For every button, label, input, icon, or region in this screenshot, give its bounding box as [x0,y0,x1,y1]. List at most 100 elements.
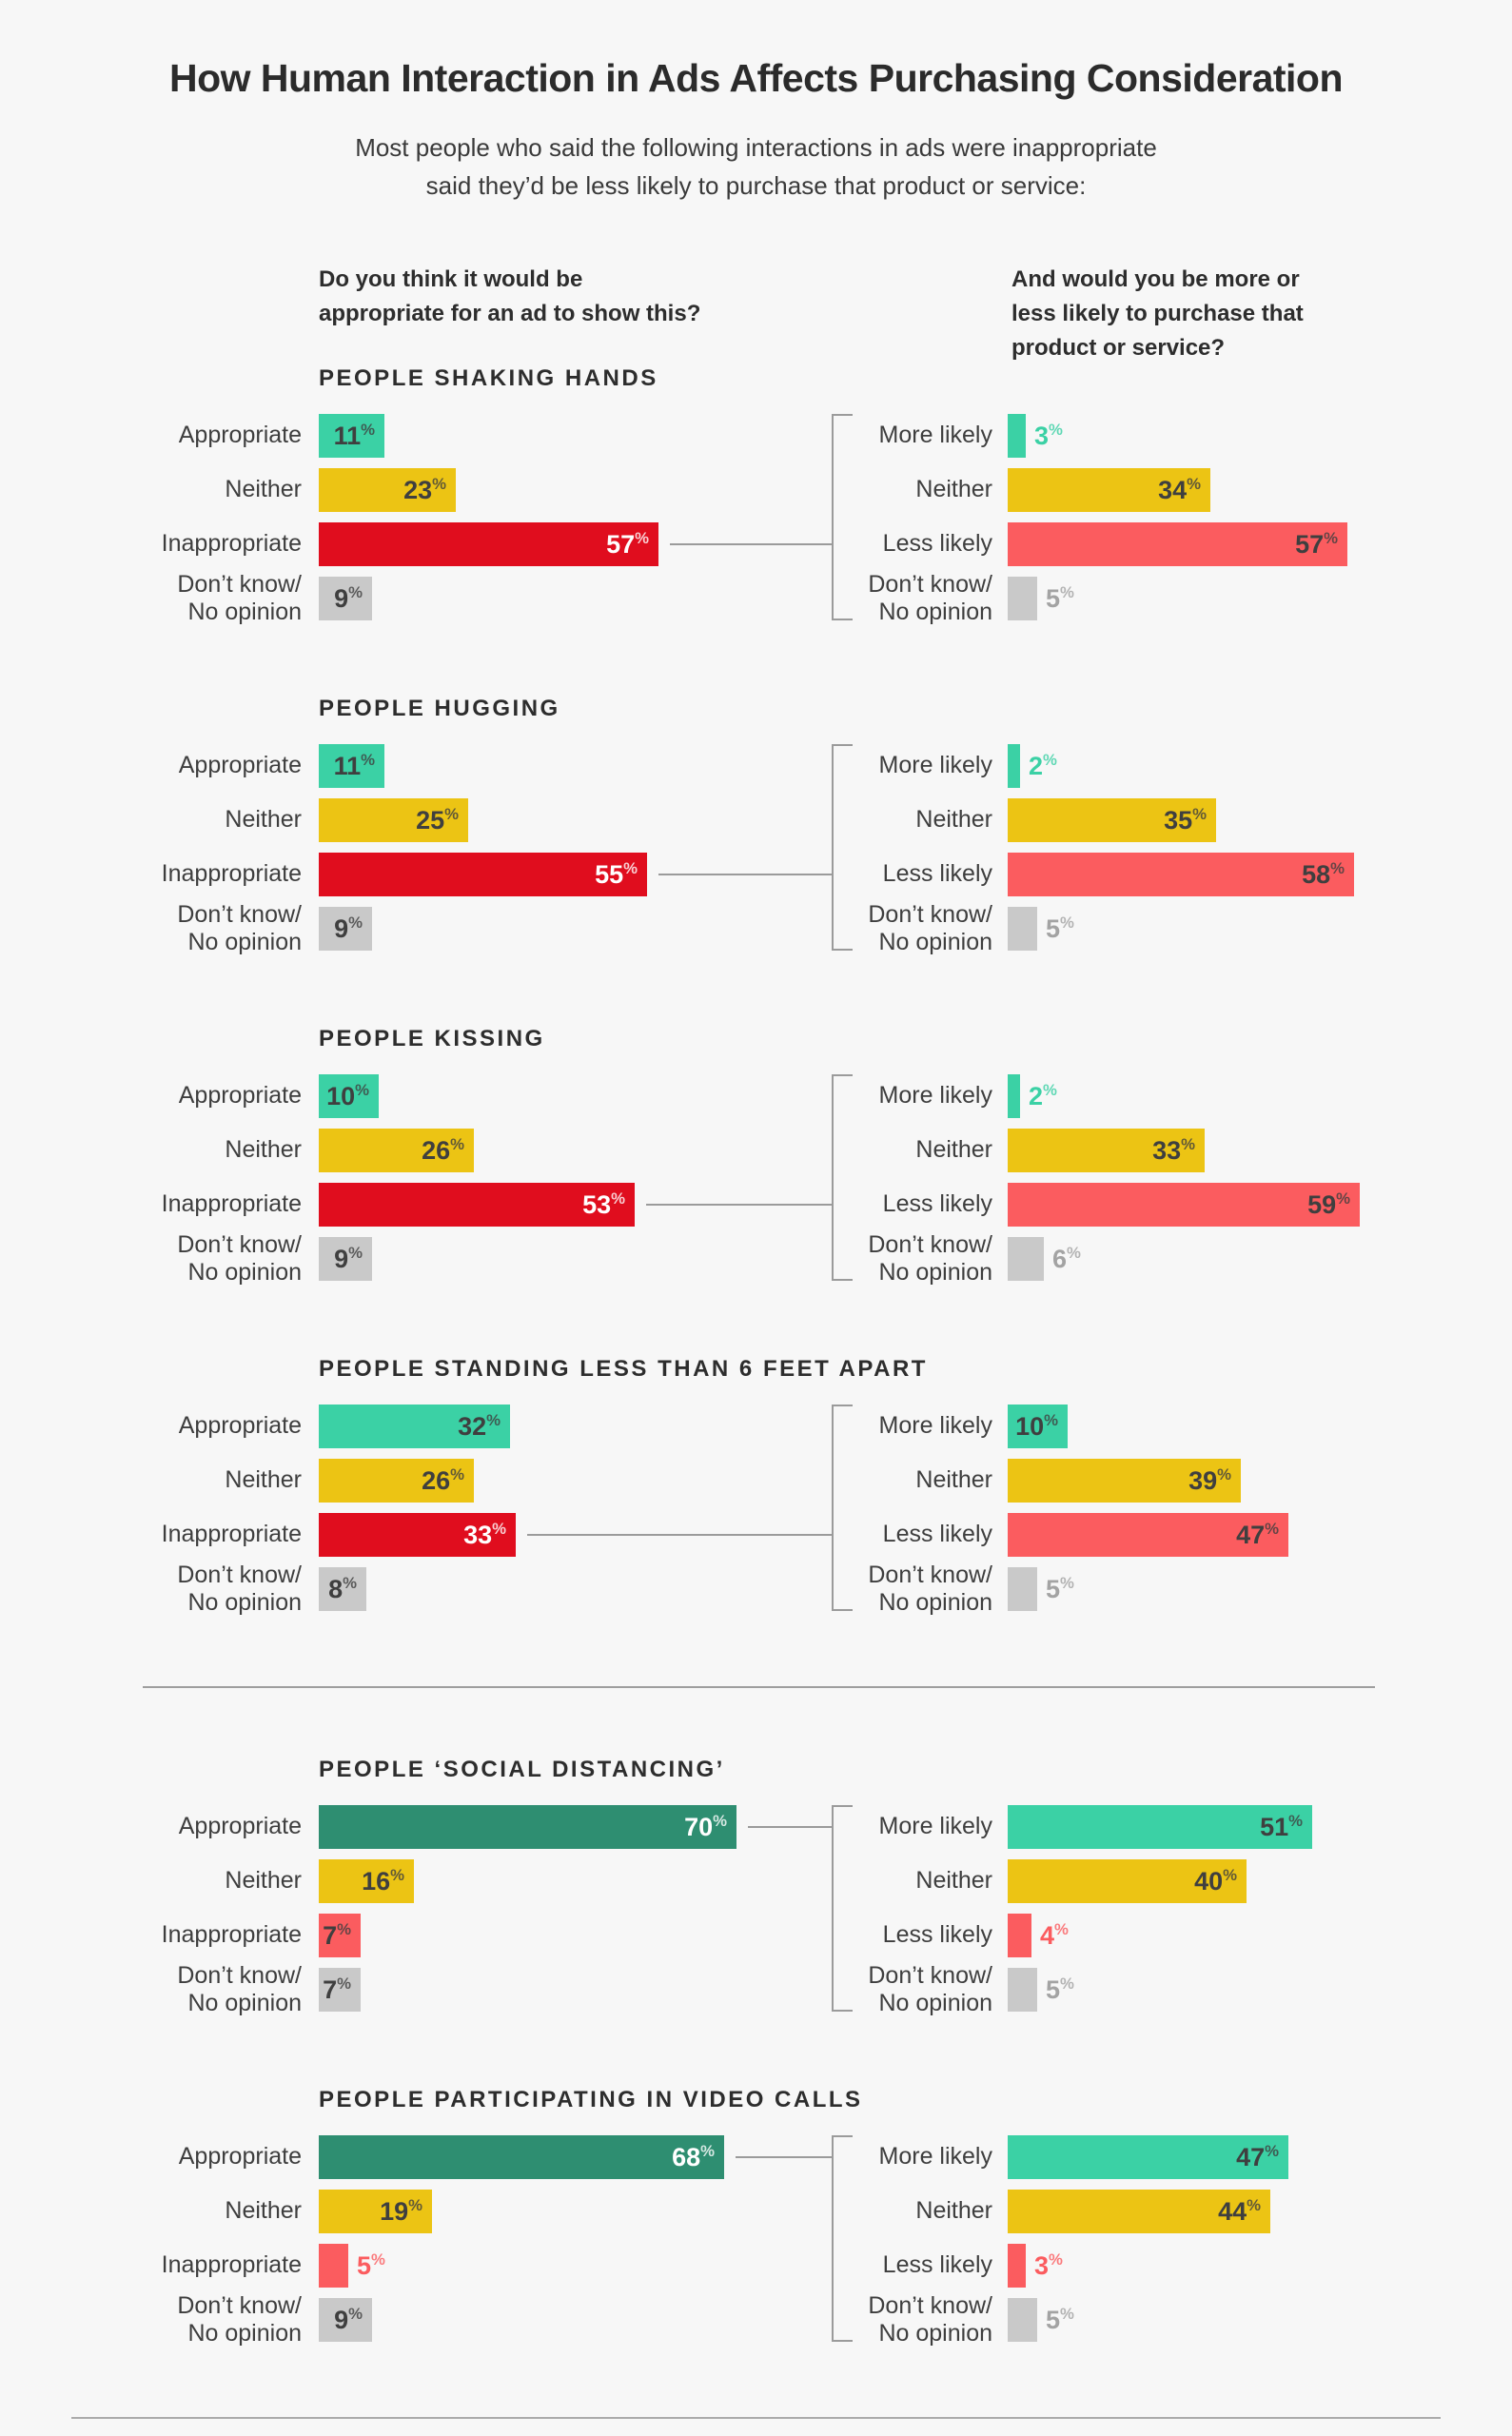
question-left: Do you think it would be appropriate for… [319,265,701,326]
bar-dont-know [1008,1566,1037,1611]
chart-row: Neither 26% Neither 39% [0,1458,1512,1503]
chart-row: Neither 16% Neither 40% [0,1858,1512,1903]
bar-value: 5% [1046,1974,1074,2004]
category-label-neither: Neither [915,806,992,834]
category-label-dont-know: Don’t know/ No opinion [868,1561,992,1616]
section-rows: Appropriate 70% More likely 51% Neither 16% Ne… [0,1804,1512,2016]
bar-value: 47% [1236,2141,1279,2171]
chart-row: Appropriate 11% More likely 3% [0,413,1512,458]
section-rows: Appropriate 10% More likely 2% Neither 26% Nei… [0,1073,1512,1286]
chart-row: Inappropriate 57% Less likely 57% [0,521,1512,566]
bar-value: 25% [416,804,459,835]
bar-value: 16% [362,1865,404,1896]
bar-value: 33% [1152,1134,1195,1165]
category-label-neither: Neither [915,1867,992,1895]
chart-row: Inappropriate 5% Less likely 3% [0,2243,1512,2288]
bar-value: 3% [1034,420,1063,450]
bar-dont-know: 9% [319,576,372,620]
bar-value: 23% [403,474,446,504]
bar-neither: 34% [1008,467,1210,512]
bar-less-likely: 47% [1008,1512,1288,1557]
bar-less-likely: 59% [1008,1182,1360,1227]
section-title: PEOPLE ‘SOCIAL DISTANCING’ [319,1756,725,1782]
chart-row: Don’t know/ No opinion 9% Don’t know/ No o… [0,901,1512,955]
bar-dont-know: 9% [319,1236,372,1281]
bar-more-likely: 47% [1008,2134,1288,2179]
bar-value: 58% [1302,858,1345,889]
bar-value: 9% [334,913,363,943]
bar-more-likely: 10% [1008,1404,1068,1448]
chart-row: Appropriate 10% More likely 2% [0,1073,1512,1118]
section-title: PEOPLE SHAKING HANDS [319,364,658,391]
bar-value: 5% [1046,1573,1074,1603]
category-label-dont-know: Don’t know/ No opinion [868,1961,992,2016]
category-label-less-likely: Less likely [882,860,992,888]
category-label-inappropriate: Inappropriate [161,530,302,558]
category-label-more-likely: More likely [878,752,992,779]
bar-less-likely [1008,2243,1026,2288]
bar-neither: 23% [319,467,456,512]
bar-inappropriate [319,2243,348,2288]
bar-value: 8% [328,1573,357,1603]
section-title: PEOPLE KISSING [319,1025,545,1051]
bracket [832,2134,854,2342]
bar-value: 53% [582,1189,625,1219]
chart-row: Don’t know/ No opinion 9% Don’t know/ No o… [0,571,1512,625]
bar-neither: 16% [319,1858,414,1903]
section-rows: Appropriate 68% More likely 47% Neither 19% Ne… [0,2134,1512,2347]
bar-more-likely [1008,743,1020,788]
chart-sections: PEOPLE SHAKING HANDS Appropriate 11% More l… [0,364,1512,2347]
chart-row: Don’t know/ No opinion 8% Don’t know/ No o… [0,1562,1512,1616]
category-label-dont-know: Don’t know/ No opinion [177,570,302,625]
bar-value: 34% [1158,474,1201,504]
category-label-inappropriate: Inappropriate [161,860,302,888]
bar-value: 10% [326,1080,369,1110]
bar-value: 68% [672,2141,715,2171]
category-label-less-likely: Less likely [882,1190,992,1218]
bar-more-likely: 51% [1008,1804,1312,1849]
bracket [832,743,854,951]
category-label-appropriate: Appropriate [178,422,302,449]
chart-section: PEOPLE HUGGING Appropriate 11% More likely 2… [0,696,1512,955]
category-label-more-likely: More likely [878,2143,992,2171]
bar-neither: 25% [319,797,468,842]
bar-value: 7% [323,1919,351,1950]
chart-row: Appropriate 32% More likely 10% [0,1404,1512,1448]
chart-row: Neither 23% Neither 34% [0,467,1512,512]
bar-neither: 44% [1008,2189,1270,2233]
connector-line [736,2155,832,2158]
question-headers: Do you think it would be appropriate for… [0,263,1512,365]
category-label-neither: Neither [225,1136,302,1164]
bar-value: 4% [1040,1919,1069,1950]
category-label-dont-know: Don’t know/ No opinion [868,900,992,955]
bar-inappropriate: 55% [319,852,647,896]
bar-value: 10% [1015,1410,1058,1441]
bar-dont-know: 9% [319,906,372,951]
bar-value: 2% [1029,750,1057,780]
bar-appropriate: 70% [319,1804,736,1849]
bar-value: 11% [333,420,375,450]
section-rows: Appropriate 11% More likely 3% Neither 23% Nei… [0,413,1512,625]
category-label-more-likely: More likely [878,1412,992,1440]
section-rows: Appropriate 11% More likely 2% Neither 25% Nei… [0,743,1512,955]
bar-value: 47% [1236,1519,1279,1549]
chart-row: Appropriate 11% More likely 2% [0,743,1512,788]
bar-less-likely [1008,1913,1031,1957]
bar-value: 40% [1194,1865,1237,1896]
category-label-appropriate: Appropriate [178,1412,302,1440]
chart-row: Inappropriate 55% Less likely 58% [0,852,1512,896]
bracket [832,1404,854,1611]
category-label-neither: Neither [225,476,302,503]
section-title: PEOPLE PARTICIPATING IN VIDEO CALLS [319,2086,863,2112]
bar-value: 5% [1046,913,1074,943]
chart-row: Neither 25% Neither 35% [0,797,1512,842]
bar-more-likely [1008,1073,1020,1118]
chart-row: Neither 19% Neither 44% [0,2189,1512,2233]
bar-neither: 19% [319,2189,432,2233]
chart-section: PEOPLE PARTICIPATING IN VIDEO CALLS Appro… [0,2086,1512,2347]
category-label-dont-know: Don’t know/ No opinion [177,900,302,955]
connector-line [658,873,832,875]
category-label-more-likely: More likely [878,422,992,449]
category-label-neither: Neither [915,476,992,503]
